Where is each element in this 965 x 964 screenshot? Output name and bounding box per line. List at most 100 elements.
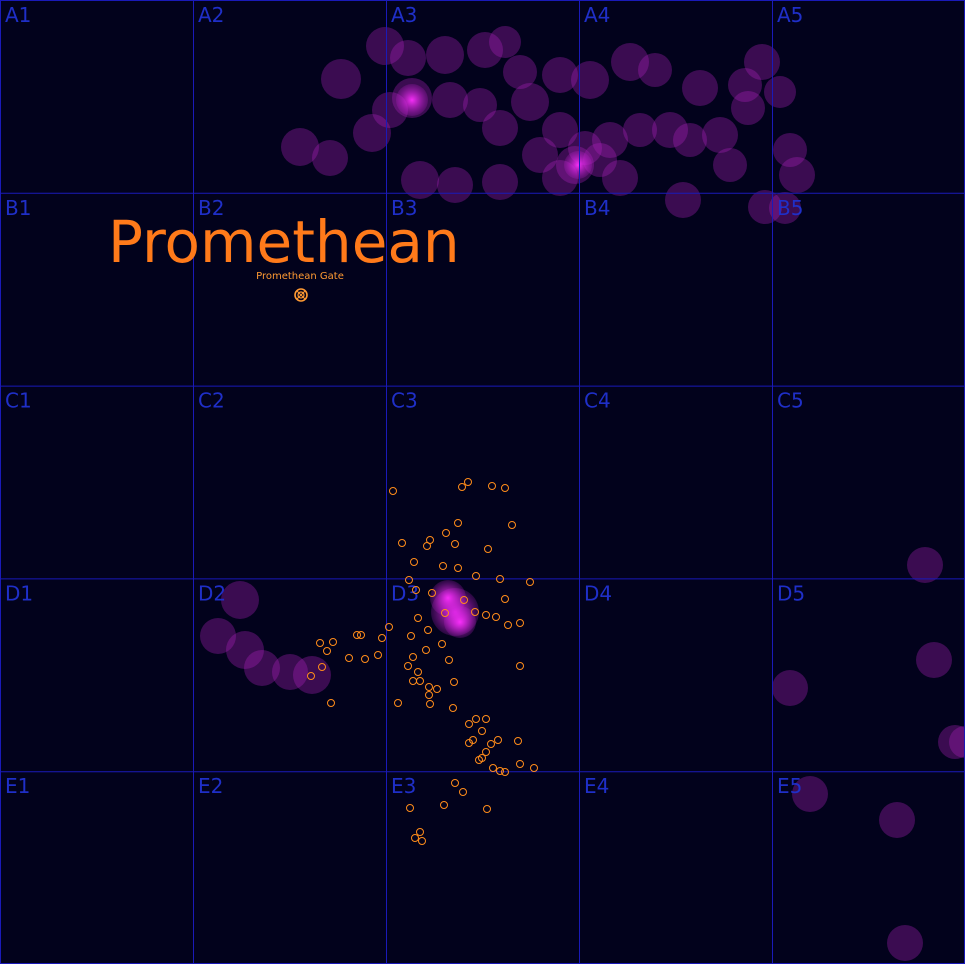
star-system-marker[interactable] (398, 539, 406, 547)
star-system-marker[interactable] (487, 740, 495, 748)
star-system-marker[interactable] (414, 668, 422, 676)
star-system-marker[interactable] (501, 768, 509, 776)
nebula-cloud (293, 656, 331, 694)
star-system-marker[interactable] (353, 631, 361, 639)
star-system-marker[interactable] (472, 572, 480, 580)
nebula-cloud (592, 122, 628, 158)
star-system-marker[interactable] (482, 748, 490, 756)
nebula-cloud (652, 112, 688, 148)
star-system-marker[interactable] (423, 542, 431, 550)
star-system-marker[interactable] (450, 678, 458, 686)
star-system-marker[interactable] (478, 754, 486, 762)
star-system-marker[interactable] (451, 779, 459, 787)
star-system-marker[interactable] (458, 483, 466, 491)
nebula-cloud (489, 26, 521, 58)
star-system-marker[interactable] (478, 727, 486, 735)
star-system-marker[interactable] (488, 482, 496, 490)
star-system-marker[interactable] (501, 595, 509, 603)
star-system-marker[interactable] (425, 691, 433, 699)
star-system-marker[interactable] (471, 608, 479, 616)
star-system-marker[interactable] (416, 828, 424, 836)
star-system-marker[interactable] (496, 575, 504, 583)
star-system-marker[interactable] (501, 484, 509, 492)
star-system-marker[interactable] (496, 767, 504, 775)
star-system-marker[interactable] (465, 720, 473, 728)
star-system-marker[interactable] (424, 626, 432, 634)
star-system-marker[interactable] (516, 662, 524, 670)
star-system-marker[interactable] (508, 521, 516, 529)
star-system-marker[interactable] (504, 621, 512, 629)
star-system-marker[interactable] (445, 656, 453, 664)
star-system-marker[interactable] (472, 715, 480, 723)
star-system-marker[interactable] (425, 683, 433, 691)
star-system-marker[interactable] (416, 677, 424, 685)
star-system-marker[interactable] (307, 672, 315, 680)
star-system-marker[interactable] (428, 589, 436, 597)
star-system-marker[interactable] (426, 700, 434, 708)
nebula-cloud (437, 167, 473, 203)
star-system-marker[interactable] (454, 564, 462, 572)
promethean-gate[interactable]: Promethean Gate (256, 271, 344, 302)
star-system-marker[interactable] (439, 562, 447, 570)
star-system-marker[interactable] (414, 614, 422, 622)
star-system-marker[interactable] (409, 653, 417, 661)
star-system-marker[interactable] (516, 619, 524, 627)
star-system-marker[interactable] (412, 586, 420, 594)
star-system-marker[interactable] (385, 623, 393, 631)
star-system-marker[interactable] (514, 737, 522, 745)
star-system-marker[interactable] (526, 578, 534, 586)
star-system-marker[interactable] (483, 805, 491, 813)
star-system-marker[interactable] (464, 478, 472, 486)
star-system-marker[interactable] (410, 558, 418, 566)
star-system-marker[interactable] (441, 609, 449, 617)
star-system-marker[interactable] (465, 739, 473, 747)
nebula-cloud (731, 91, 765, 125)
cell-label-A1: A1 (5, 3, 31, 27)
star-system-marker[interactable] (433, 685, 441, 693)
star-system-marker[interactable] (494, 736, 502, 744)
star-system-marker[interactable] (407, 632, 415, 640)
star-system-marker[interactable] (489, 764, 497, 772)
star-system-marker[interactable] (374, 651, 382, 659)
cell-label-A3: A3 (391, 3, 417, 27)
star-system-marker[interactable] (482, 715, 490, 723)
cell-label-E3: E3 (391, 774, 416, 798)
star-system-marker[interactable] (418, 837, 426, 845)
cell-label-B1: B1 (5, 196, 31, 220)
star-system-marker[interactable] (411, 834, 419, 842)
star-system-marker[interactable] (438, 640, 446, 648)
star-system-marker[interactable] (460, 596, 468, 604)
star-system-marker[interactable] (451, 540, 459, 548)
nebula-cloud (665, 182, 701, 218)
star-system-marker[interactable] (378, 634, 386, 642)
star-system-marker[interactable] (404, 662, 412, 670)
star-system-marker[interactable] (345, 654, 353, 662)
star-system-marker[interactable] (327, 699, 335, 707)
star-system-marker[interactable] (361, 655, 369, 663)
star-system-marker[interactable] (394, 699, 402, 707)
star-system-marker[interactable] (318, 663, 326, 671)
star-system-marker[interactable] (484, 545, 492, 553)
star-system-marker[interactable] (405, 576, 413, 584)
star-system-marker[interactable] (492, 613, 500, 621)
star-system-marker[interactable] (440, 801, 448, 809)
star-system-marker[interactable] (409, 677, 417, 685)
star-system-marker[interactable] (442, 529, 450, 537)
star-system-marker[interactable] (449, 704, 457, 712)
star-system-marker[interactable] (329, 638, 337, 646)
star-system-marker[interactable] (316, 639, 324, 647)
star-system-marker[interactable] (357, 631, 365, 639)
star-system-marker[interactable] (389, 487, 397, 495)
star-system-marker[interactable] (323, 647, 331, 655)
cell-label-E1: E1 (5, 774, 30, 798)
star-system-marker[interactable] (454, 519, 462, 527)
star-system-marker[interactable] (530, 764, 538, 772)
star-system-marker[interactable] (406, 804, 414, 812)
star-system-marker[interactable] (422, 646, 430, 654)
cell-label-D1: D1 (5, 581, 33, 605)
nebula-cloud (401, 161, 439, 199)
star-system-marker[interactable] (482, 611, 490, 619)
star-system-marker[interactable] (516, 760, 524, 768)
star-system-marker[interactable] (459, 788, 467, 796)
nebula-core (444, 606, 476, 638)
